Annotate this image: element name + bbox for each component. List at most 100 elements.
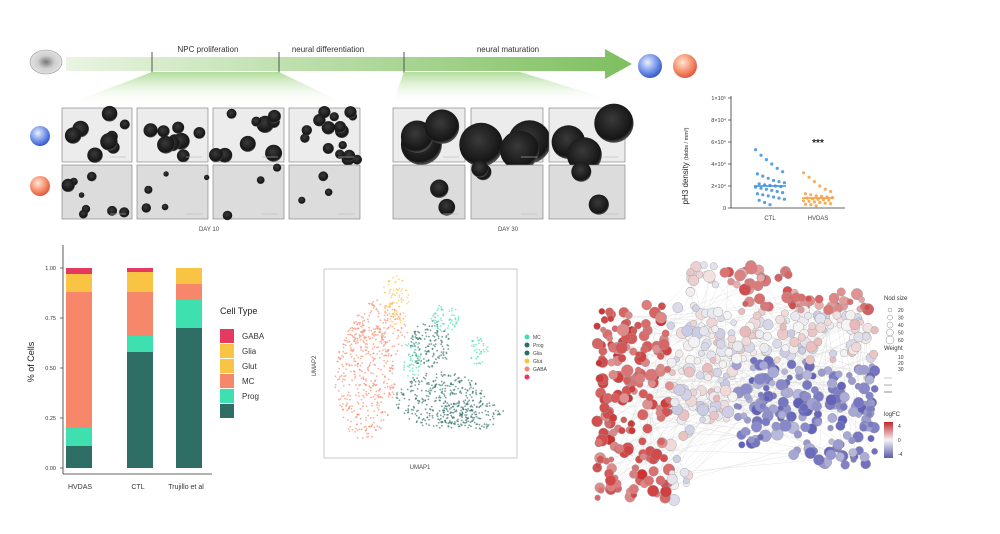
spheroid [87,147,103,163]
data-point [772,195,776,199]
spheroid [163,171,169,177]
bar-segment [66,446,92,468]
y-tick-label: 1×10⁵ [711,95,726,102]
data-point [823,187,827,191]
spheroid [251,116,262,127]
x-tick-label: HVDAS [68,484,92,491]
spheroid [172,121,185,134]
legend-label: Glut [242,362,257,371]
spheroid [322,143,334,154]
size-legend-label: 50 [898,331,904,337]
spheroid [157,125,170,138]
data-point [781,191,785,195]
size-legend-circle [886,321,894,329]
x-axis-label: UMAP1 [410,465,431,471]
size-legend-title: Nod size [884,296,908,302]
spheroid [273,163,282,172]
bar-segment [127,272,153,292]
bar-segment [176,268,202,284]
data-point [777,196,781,200]
micrograph [61,164,133,220]
legend-dot [524,374,530,380]
data-point [829,202,833,206]
data-point [763,200,767,205]
micrograph [459,107,551,170]
spheroid [344,106,357,119]
y-tick-label: 2×10⁴ [711,183,726,190]
legend-label: Prog [242,392,259,401]
micrograph [209,107,285,163]
spheroid [226,108,237,119]
legend-label: GABA [242,332,265,341]
size-legend-circle [885,335,895,345]
timeline: NPC proliferation neural differentiation… [29,45,697,106]
data-point [757,198,761,202]
data-point [802,171,806,175]
legend-label: Glut [533,359,543,365]
spheroid [334,121,346,133]
timeline-arrow [66,49,632,79]
micrograph [392,107,466,165]
data-point [818,200,822,205]
legend-swatch [220,329,234,343]
day-label: DAY 10 [199,227,220,233]
y-tick-label: 0.75 [45,316,56,322]
micrograph [136,164,210,220]
y-axis-label: UMAP2 [312,355,318,376]
spheroid [566,137,602,173]
legend-title: Cell Type [220,306,257,316]
legend-dot [524,366,530,372]
data-point [781,170,785,174]
micrograph [212,163,285,221]
bar-segment [176,328,202,468]
data-point [829,189,833,194]
size-legend-circle [887,307,893,313]
fc-tick-label: 0 [898,438,901,444]
spheroid [87,171,97,182]
micrograph [470,160,544,220]
spheroid [329,112,339,122]
legend-swatch [220,404,234,418]
data-point [807,199,811,203]
fc-tick-label: -4 [898,452,903,458]
spheroid [143,123,158,138]
legend-dot [524,358,530,364]
x-tick-label: CTL [131,484,144,491]
spheroid [256,176,265,185]
legend-label: MC [242,377,255,386]
data-point [764,158,769,162]
micrograph [136,107,209,163]
spheroid [300,133,310,143]
spheroid [78,192,85,198]
ctl-organoid-icon [638,54,662,78]
spheroid [79,209,88,219]
micrograph [548,161,626,220]
data-point [823,201,827,205]
spheroid [430,179,449,198]
legend-dot [524,334,530,340]
legend-label: Prog [533,343,544,349]
umap-plot: UMAP1 UMAP2 MC Prog Glia Glut GABA [312,268,548,471]
size-legend-label: 20 [898,308,904,314]
data-point [814,204,818,208]
spheroid [471,160,489,178]
spheroid [438,198,456,216]
x-tick-label: Trujillo et al [168,484,204,491]
data-point [757,182,761,186]
data-point [820,194,824,198]
cell-icon [29,49,63,75]
spheroid [265,144,283,162]
micrograph [288,164,361,220]
bar-segment [127,268,153,272]
data-point [802,199,806,203]
y-axis-label: % of Cells [26,341,36,382]
bar-segment [66,268,92,274]
data-point [755,192,760,196]
weight-legend-title: Weight [884,346,903,352]
y-tick-label: 0.00 [45,466,56,472]
spheroid [222,210,233,221]
size-legend-circle [886,328,894,337]
data-point [766,194,770,198]
y-axis-label: pH3 density (blobs / mm³) [681,127,690,204]
spheroid [301,125,312,136]
